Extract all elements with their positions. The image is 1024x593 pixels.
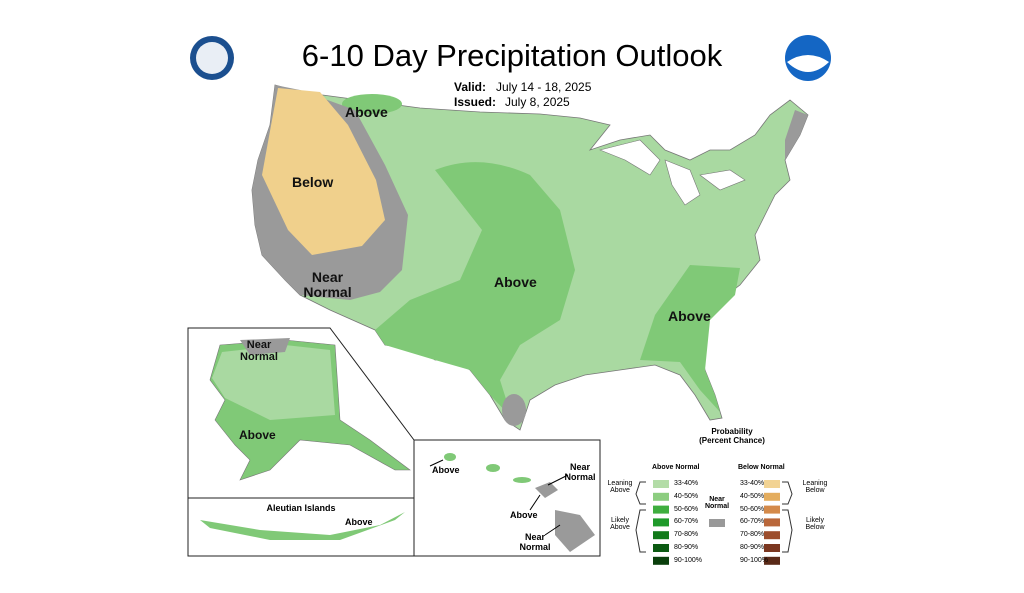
legend-braces: [635, 481, 793, 553]
aleutian-land: [200, 512, 405, 540]
legend-swatch: [653, 480, 669, 488]
maine-near-normal: [785, 110, 808, 160]
legend-swatch: [653, 505, 669, 514]
legend-swatch: [764, 480, 780, 488]
alaska-north: [212, 345, 335, 420]
legend-swatch: [653, 518, 669, 527]
legend-group: Leaning Below: [802, 480, 828, 494]
valid-dates: July 14 - 18, 2025: [496, 80, 592, 94]
legend-group: Near Normal: [704, 496, 730, 510]
legend-swatch: [653, 544, 669, 552]
region-label: Above: [668, 308, 711, 324]
legend-label: 80-90%: [740, 544, 765, 551]
legend-group: Leaning Above: [607, 480, 633, 494]
southeast-above: [640, 265, 740, 412]
legend-swatch: [709, 519, 725, 527]
legend-header: Below Normal: [738, 464, 785, 471]
great-lakes: [599, 139, 746, 206]
legend-group: Likely Above: [610, 517, 630, 531]
issued-date: July 8, 2025: [505, 95, 570, 109]
legend-swatch: [764, 505, 780, 514]
legend-swatch: [653, 492, 669, 501]
legend-label: 80-90%: [674, 544, 699, 551]
northwest-above: [342, 94, 402, 114]
region-label: Near Normal: [519, 532, 551, 552]
legend-swatch: [653, 556, 669, 565]
legend-label: 90-100%: [674, 556, 703, 564]
west-below: [262, 88, 385, 255]
issued-label: Issued:: [454, 95, 497, 109]
region-label: Above: [239, 428, 276, 442]
noaa-logo-bird: [787, 55, 829, 72]
legend-label: 33-40%: [674, 480, 699, 487]
region-label: Above: [510, 510, 538, 520]
legend-label: 50-60%: [740, 505, 765, 513]
alaska-near-normal: [240, 338, 290, 355]
region-label: Near Normal: [240, 339, 278, 363]
central-above: [375, 162, 575, 418]
legend-swatch: [764, 556, 780, 565]
legend-swatch: [764, 531, 780, 540]
region-label: Above: [345, 104, 388, 120]
oahu: [486, 464, 500, 472]
aleutian-title: Aleutian Islands: [266, 503, 336, 513]
legend-swatch: [764, 544, 780, 552]
legend-swatch: [764, 492, 780, 501]
maui: [535, 482, 558, 498]
texas-near-normal: [502, 394, 526, 426]
legend-swatch: [653, 531, 669, 540]
molokai: [513, 477, 531, 483]
legend-label: 33-40%: [740, 480, 765, 487]
doc-logo-inner: [196, 42, 228, 74]
legend-swatch: [764, 518, 780, 527]
valid-label: Valid:: [454, 80, 487, 94]
region-label: Above: [345, 517, 373, 527]
kauai: [444, 453, 456, 461]
legend-label: 40-50%: [674, 492, 699, 500]
legend-label: 70-80%: [740, 531, 765, 539]
region-label: Above: [494, 274, 537, 290]
legend-group: Likely Below: [805, 517, 825, 531]
legend-subtitle: (Percent Chance): [699, 436, 765, 445]
legend-label: 90-100%: [740, 556, 769, 564]
title: 6-10 Day Precipitation Outlook: [301, 38, 723, 73]
legend-label: 40-50%: [740, 492, 765, 500]
region-label: Below: [292, 174, 334, 190]
legend-header: Above Normal: [652, 464, 700, 471]
legend-label: 70-80%: [674, 531, 699, 539]
region-label: Near Normal: [303, 269, 352, 300]
region-label: Above: [432, 465, 460, 475]
big-island: [555, 510, 595, 552]
legend-title: Probability: [711, 427, 753, 436]
legend-label: 60-70%: [674, 518, 699, 526]
hawaii-pointers: [429, 459, 569, 536]
region-label: Near Normal: [564, 462, 596, 482]
legend-label: 50-60%: [674, 505, 699, 513]
legend-label: 60-70%: [740, 518, 765, 526]
